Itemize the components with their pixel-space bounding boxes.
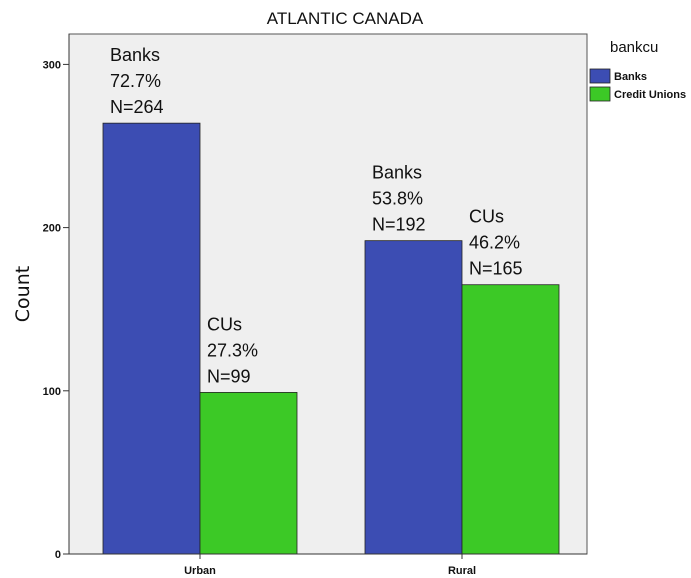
y-axis-label: Count (12, 266, 34, 322)
bar-credit-unions-rural (461, 284, 560, 555)
y-tick-label: 200 (43, 223, 61, 235)
data-label: N=99 (207, 366, 251, 386)
chart-title: ATLANTIC CANADA (267, 9, 424, 28)
data-label: 53.8% (372, 189, 423, 209)
data-label: N=165 (469, 259, 523, 279)
x-tick-label: Urban (184, 565, 216, 577)
bar-credit-unions-urban (199, 392, 298, 555)
data-label: Banks (372, 163, 422, 183)
data-label: 46.2% (469, 233, 520, 253)
bar-banks-rural (364, 240, 463, 555)
legend-swatch (589, 68, 611, 84)
x-axis: Urban Rural (69, 553, 587, 577)
bars (102, 122, 560, 555)
data-label: CUs (469, 207, 504, 227)
legend: bankcu Banks Credit Unions (589, 39, 686, 102)
data-label: 27.3% (207, 340, 258, 360)
legend-entry: Banks (614, 71, 647, 83)
data-label: Banks (110, 45, 160, 65)
data-labels: Banks 72.7% N=264 CUs 27.3% N=99 Banks 53.8% N=1… (110, 45, 523, 386)
data-label: 72.7% (110, 71, 161, 91)
data-label: CUs (207, 314, 242, 334)
data-label: N=192 (372, 215, 426, 235)
legend-swatch (589, 86, 611, 102)
bar-banks-urban (102, 122, 201, 555)
data-label: N=264 (110, 97, 164, 117)
legend-entry: Credit Unions (614, 89, 686, 101)
y-tick-label: 300 (43, 59, 61, 71)
y-tick-label: 0 (55, 549, 61, 561)
y-tick-label: 100 (43, 386, 61, 398)
legend-title: bankcu (610, 39, 658, 56)
y-axis: 0 100 200 300 (43, 34, 70, 561)
x-tick-label: Rural (448, 565, 476, 577)
